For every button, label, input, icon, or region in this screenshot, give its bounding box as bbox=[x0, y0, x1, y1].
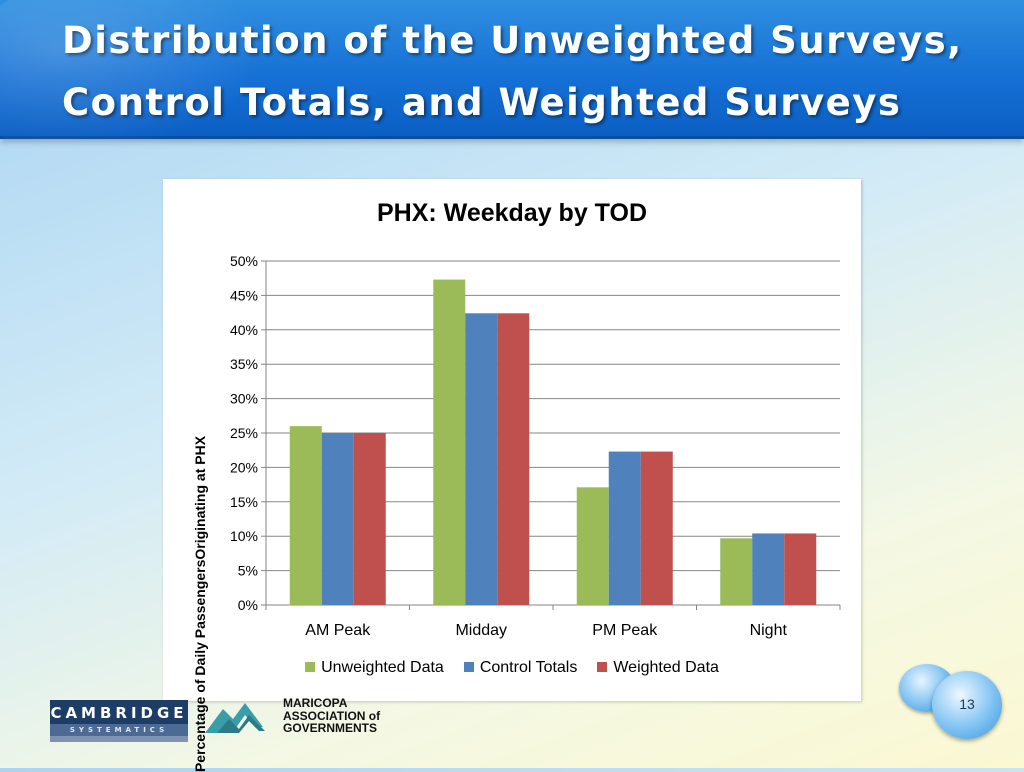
y-tick-label: 25% bbox=[230, 425, 258, 441]
legend-swatch bbox=[597, 662, 608, 672]
mag-line-2: ASSOCIATION of bbox=[283, 708, 381, 723]
chart-panel: PHX: Weekday by TOD Percentage of Daily … bbox=[163, 179, 861, 772]
mountain-icon bbox=[205, 703, 265, 733]
y-tick-label: 45% bbox=[230, 287, 258, 303]
x-tick-label: Midday bbox=[455, 622, 507, 639]
x-tick-label: AM Peak bbox=[305, 622, 371, 639]
y-tick-label: 40% bbox=[230, 322, 258, 338]
y-tick-label: 30% bbox=[230, 391, 258, 407]
bar-unweighted-data bbox=[433, 279, 466, 605]
y-tick-label: 35% bbox=[230, 356, 258, 372]
bar-control-totals bbox=[608, 451, 641, 605]
bar-unweighted-data bbox=[289, 426, 322, 605]
mag-logo-text: MARICOPA ASSOCIATION of GOVERNMENTS bbox=[283, 697, 380, 735]
y-tick-label: 50% bbox=[230, 253, 258, 269]
legend-label: Control Totals bbox=[479, 659, 578, 676]
y-tick-label: 20% bbox=[230, 459, 258, 475]
mag-line-1: MARICOPA bbox=[283, 696, 348, 710]
cambridge-systematics-logo: CAMBRIDGE SYSTEMATICS bbox=[50, 700, 188, 752]
bar-control-totals bbox=[752, 533, 785, 605]
title-bar: Distribution of the Unweighted Surveys, … bbox=[0, 0, 1024, 170]
slide-title-line-2: Control Totals, and Weighted Surveys bbox=[62, 81, 902, 124]
chart-title: PHX: Weekday by TOD bbox=[377, 199, 647, 227]
bar-weighted-data bbox=[497, 313, 530, 605]
y-tick-label: 15% bbox=[230, 494, 258, 510]
bar-control-totals bbox=[321, 433, 354, 605]
systematics-logo-text: SYSTEMATICS bbox=[50, 724, 188, 736]
bar-unweighted-data bbox=[720, 538, 753, 605]
legend-label: Weighted Data bbox=[613, 659, 719, 676]
cambridge-logo-stripe bbox=[50, 736, 188, 742]
decorative-bubble-large bbox=[932, 671, 1002, 739]
bar-weighted-data bbox=[784, 533, 817, 605]
mag-logo: MARICOPA ASSOCIATION of GOVERNMENTS bbox=[205, 697, 420, 739]
legend-item: Control Totals bbox=[463, 659, 578, 677]
legend-swatch bbox=[305, 662, 316, 672]
y-tick-label: 5% bbox=[238, 563, 258, 579]
slide-title: Distribution of the Unweighted Surveys, … bbox=[62, 10, 992, 134]
mag-line-3: GOVERNMENTS bbox=[283, 721, 378, 735]
x-tick-label: Night bbox=[750, 622, 788, 639]
chart-plot: 0% 5% 10% 15% 20% 25% 30% 35% 40% 45% 50% AM Peak Mi… bbox=[230, 253, 841, 639]
y-tick-label: 10% bbox=[230, 528, 258, 544]
bar-weighted-data bbox=[353, 433, 386, 605]
chart-legend: Unweighted Data Control Totals Weighted Da… bbox=[163, 659, 861, 677]
y-tick-label: 0% bbox=[238, 597, 258, 613]
legend-item: Weighted Data bbox=[597, 659, 719, 677]
bar-unweighted-data bbox=[576, 487, 609, 605]
page-number: 13 bbox=[959, 696, 975, 712]
bar-weighted-data bbox=[640, 451, 673, 605]
slide-title-line-1: Distribution of the Unweighted Surveys, bbox=[62, 19, 963, 62]
legend-label: Unweighted Data bbox=[321, 659, 444, 676]
cambridge-logo-text: CAMBRIDGE bbox=[50, 700, 188, 724]
bar-control-totals bbox=[465, 313, 498, 605]
legend-swatch bbox=[463, 662, 474, 672]
legend-item: Unweighted Data bbox=[305, 659, 444, 677]
x-tick-label: PM Peak bbox=[592, 622, 658, 639]
